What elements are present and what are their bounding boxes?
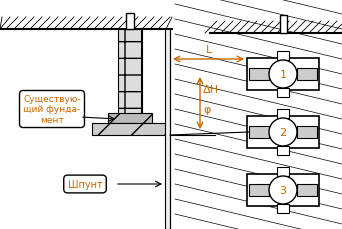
Text: 1: 1 xyxy=(279,70,287,80)
Bar xyxy=(126,14,134,30)
Bar xyxy=(277,146,289,155)
Bar xyxy=(108,114,152,123)
Bar xyxy=(277,52,289,61)
Bar xyxy=(277,109,289,118)
Circle shape xyxy=(269,118,297,146)
Bar xyxy=(247,174,319,206)
Bar xyxy=(297,126,317,138)
Bar xyxy=(277,89,289,98)
Bar xyxy=(279,16,287,34)
Text: Шпунт: Шпунт xyxy=(68,179,102,189)
Bar xyxy=(277,167,289,176)
Bar xyxy=(277,204,289,213)
Bar xyxy=(247,59,319,91)
Bar xyxy=(118,30,142,114)
Text: Существую-
щий фунда-
мент: Существую- щий фунда- мент xyxy=(23,95,81,124)
Bar xyxy=(249,69,269,81)
Bar xyxy=(247,117,319,148)
Bar xyxy=(92,123,168,135)
Bar xyxy=(297,69,317,81)
Bar xyxy=(249,184,269,196)
Text: 3: 3 xyxy=(279,185,287,195)
Text: φ: φ xyxy=(203,105,210,114)
Bar xyxy=(297,184,317,196)
Text: 2: 2 xyxy=(279,128,287,137)
Bar xyxy=(165,30,170,229)
Text: ΔH: ΔH xyxy=(203,85,219,95)
Circle shape xyxy=(269,61,297,89)
Text: L: L xyxy=(206,45,212,55)
Circle shape xyxy=(269,176,297,204)
Bar xyxy=(249,126,269,138)
